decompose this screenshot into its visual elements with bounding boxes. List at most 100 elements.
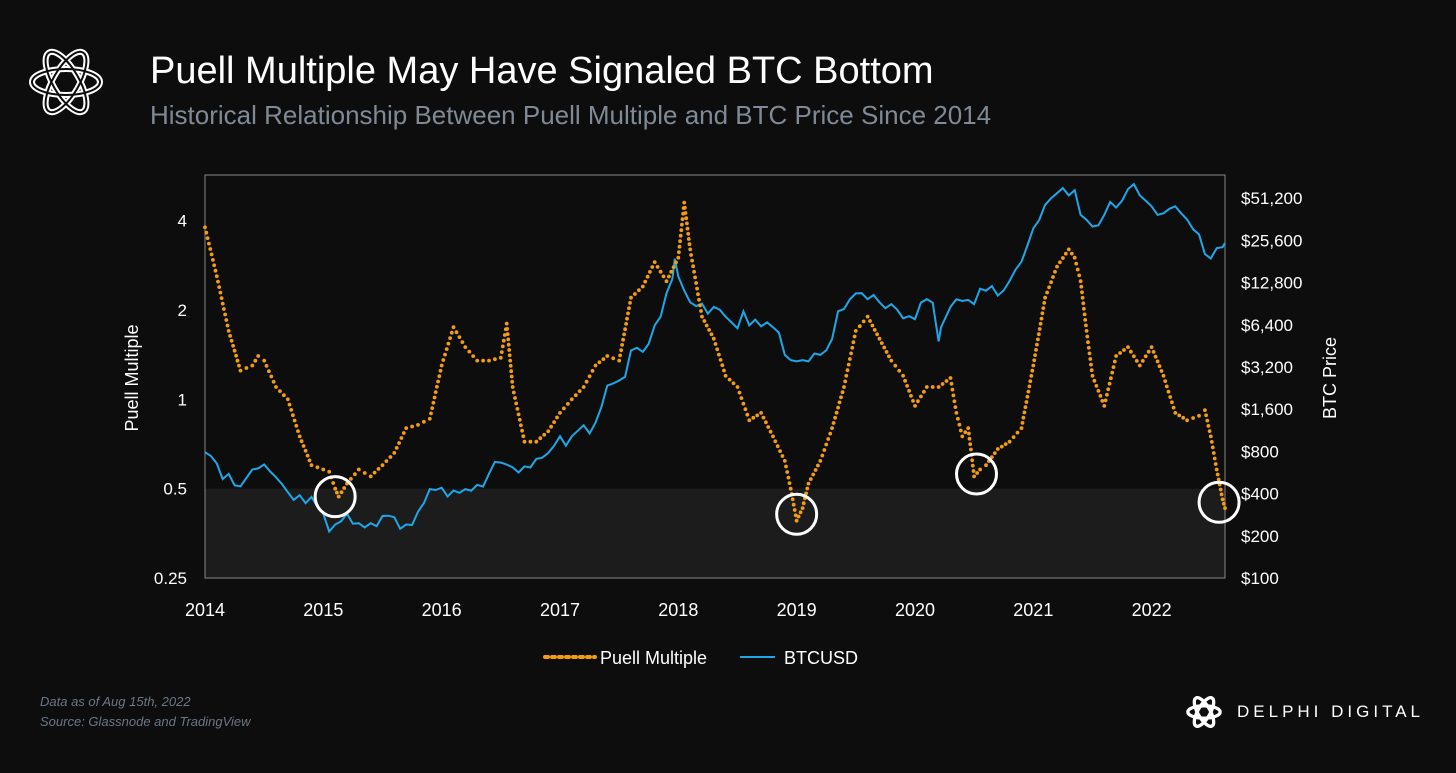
puell-dot xyxy=(1153,354,1158,359)
puell-dot xyxy=(507,353,512,358)
puell-dot xyxy=(234,353,239,358)
puell-dot xyxy=(521,434,526,439)
puell-dot xyxy=(951,393,956,398)
puell-dot xyxy=(875,332,879,337)
puell-dot xyxy=(1007,439,1012,444)
puell-dot xyxy=(1206,424,1211,428)
puell-dot xyxy=(664,279,669,284)
puell-dot xyxy=(1058,260,1062,265)
puell-dot xyxy=(1096,389,1101,393)
puell-dot xyxy=(467,349,472,354)
puell-dot xyxy=(773,439,778,444)
puell-dot xyxy=(655,265,660,269)
puell-dot xyxy=(388,455,393,459)
puell-dot xyxy=(846,362,851,367)
puell-dot xyxy=(811,472,816,477)
puell-dot xyxy=(684,216,689,221)
puell-dot xyxy=(368,474,373,479)
puell-dot xyxy=(517,417,522,422)
puell-dot xyxy=(228,334,233,338)
chart-subtitle: Historical Relationship Between Puell Mu… xyxy=(150,100,992,130)
puell-dot xyxy=(307,458,312,463)
puell-dot xyxy=(1223,506,1227,511)
puell-dot xyxy=(1025,394,1030,399)
puell-dot xyxy=(788,486,793,491)
puell-dot xyxy=(637,288,641,293)
puell-dot xyxy=(444,347,449,351)
puell-dot xyxy=(507,348,512,352)
puell-dot xyxy=(267,369,271,374)
puell-dot xyxy=(299,439,304,444)
puell-dot xyxy=(301,444,306,448)
puell-dot xyxy=(1092,378,1097,383)
puell-dot xyxy=(1171,405,1176,410)
puell-dot xyxy=(1023,405,1028,410)
puell-dot xyxy=(222,307,226,311)
puell-dot xyxy=(669,269,674,274)
puell-dot xyxy=(787,481,792,485)
puell-dot xyxy=(1033,353,1037,357)
puell-dot xyxy=(924,385,929,389)
puell-dot xyxy=(349,477,353,481)
brand-name: DELPHI DIGITAL xyxy=(1237,702,1424,721)
puell-dot xyxy=(822,448,827,452)
puell-dot xyxy=(645,274,650,279)
puell-dot xyxy=(269,374,274,379)
puell-dot xyxy=(1075,267,1080,272)
puell-dot xyxy=(745,412,750,417)
puell-dot xyxy=(1191,416,1195,420)
puell-dot xyxy=(438,368,443,373)
puell-dot xyxy=(226,329,231,333)
puell-dot xyxy=(566,402,570,406)
puell-dot xyxy=(611,356,616,361)
puell-dot xyxy=(289,408,294,412)
puell-dot xyxy=(1185,418,1189,423)
puell-dot xyxy=(581,385,586,389)
bottom-circle-annotation xyxy=(955,452,999,496)
puell-dot xyxy=(625,316,629,321)
puell-dot xyxy=(735,385,740,389)
puell-dot xyxy=(399,436,404,440)
puell-dot xyxy=(680,217,685,222)
puell-dot xyxy=(605,354,610,358)
puell-dot xyxy=(687,242,692,247)
puell-dot xyxy=(528,439,533,444)
puell-dot xyxy=(1088,357,1093,361)
legend-btc-label: BTCUSD xyxy=(784,648,858,668)
puell-dot xyxy=(622,332,626,337)
puell-dot xyxy=(1040,311,1045,316)
puell-dot xyxy=(1170,400,1174,405)
puell-dot xyxy=(954,411,959,415)
puell-dot xyxy=(1045,290,1049,295)
puell-dot xyxy=(833,415,837,420)
puell-dot xyxy=(1211,451,1216,455)
puell-dot xyxy=(800,506,805,510)
puell-dot xyxy=(546,429,551,434)
puell-dot xyxy=(693,275,697,280)
puell-dot xyxy=(805,486,810,491)
puell-dot xyxy=(969,447,973,452)
puell-dot xyxy=(840,390,845,395)
puell-dot xyxy=(715,347,720,352)
puell-dot xyxy=(431,400,436,405)
puell-dot xyxy=(1082,312,1087,317)
puell-dot xyxy=(256,354,261,358)
puell-dot xyxy=(1079,284,1084,289)
puell-dot xyxy=(698,303,702,308)
right-tick-label: $6,400 xyxy=(1241,316,1293,335)
puell-dot xyxy=(1021,415,1026,420)
puell-dot xyxy=(309,463,314,468)
puell-dot xyxy=(771,434,775,439)
puell-dot xyxy=(558,411,562,415)
left-axis-label: Puell Multiple xyxy=(122,324,142,431)
puell-dot xyxy=(970,458,975,463)
puell-dot xyxy=(686,231,691,236)
puell-dot xyxy=(720,363,725,368)
puell-dot xyxy=(970,463,975,468)
chart-title: Puell Multiple May Have Signaled BTC Bot… xyxy=(150,50,934,92)
left-tick-label: 0.5 xyxy=(163,480,187,499)
puell-dot xyxy=(1208,434,1213,439)
puell-dot xyxy=(1132,354,1136,359)
puell-dot xyxy=(510,385,515,389)
puell-dot xyxy=(1118,351,1122,355)
